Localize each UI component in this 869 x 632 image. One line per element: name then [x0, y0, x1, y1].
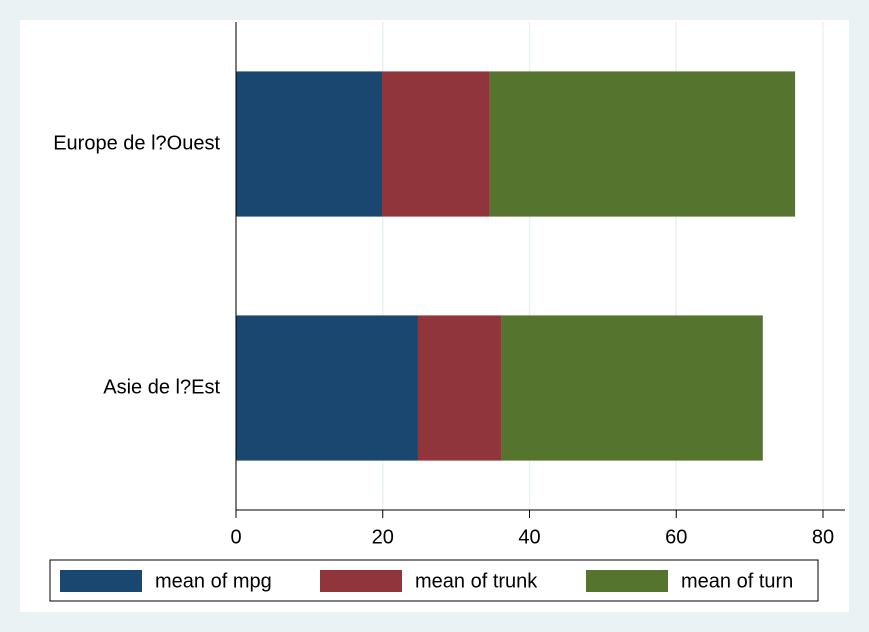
- bar: [236, 315, 418, 461]
- x-tick-label: 60: [665, 526, 687, 548]
- x-tick-label: 0: [230, 526, 241, 548]
- legend-box: [49, 559, 819, 602]
- x-tick-label: 80: [812, 526, 834, 548]
- legend-swatch: [320, 570, 402, 592]
- legend-swatch: [60, 570, 142, 592]
- x-tick-label: 20: [372, 526, 394, 548]
- bar: [489, 71, 796, 217]
- bar: [382, 71, 490, 217]
- bar: [501, 315, 763, 461]
- legend-label: mean of mpg: [155, 570, 272, 592]
- legend-label: mean of turn: [681, 570, 793, 592]
- bar: [236, 71, 383, 217]
- y-tick-label: Europe de l?Ouest: [53, 132, 220, 154]
- y-tick-label: Asie de l?Est: [103, 376, 220, 398]
- bar: [417, 315, 502, 461]
- legend-label: mean of trunk: [415, 570, 538, 592]
- x-tick-label: 40: [518, 526, 540, 548]
- legend-swatch: [586, 570, 668, 592]
